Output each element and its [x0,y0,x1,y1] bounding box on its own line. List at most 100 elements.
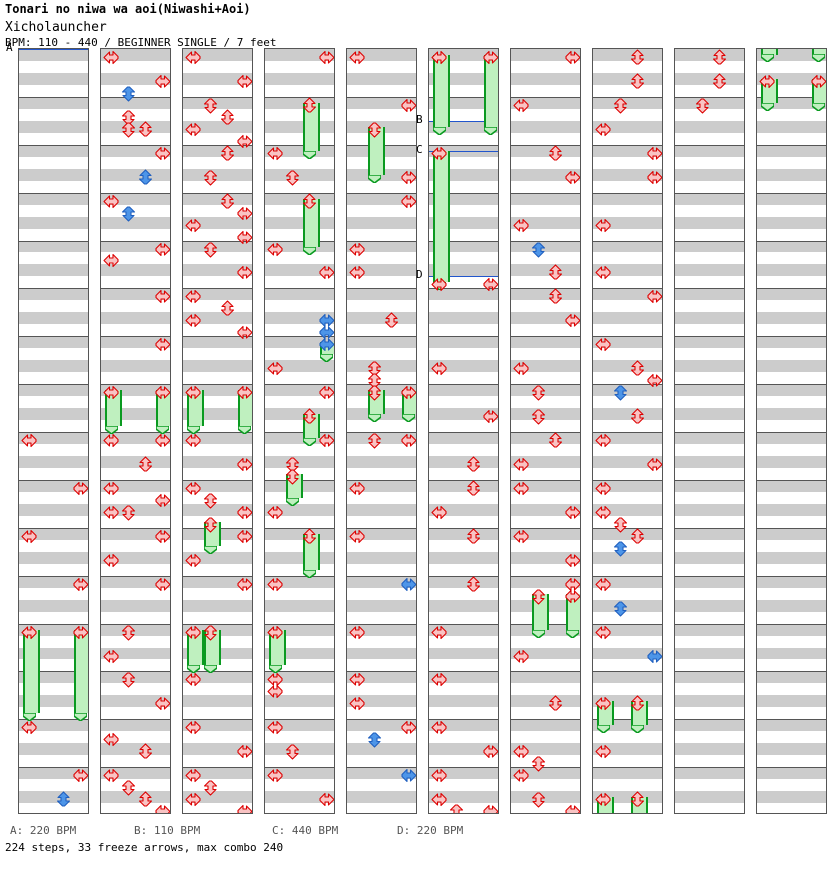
note-arrow-left[interactable] [267,671,284,688]
note-arrow-down[interactable] [202,492,219,509]
note-arrow-right[interactable] [154,73,170,90]
freeze-arrow-left[interactable] [431,49,448,66]
chart-column-2[interactable] [100,48,171,814]
note-arrow-right[interactable] [154,695,170,712]
chart-column-4[interactable] [264,48,335,814]
freeze-arrow-up[interactable] [301,193,318,210]
note-arrow-right[interactable] [646,169,662,186]
note-arrow-left[interactable] [103,49,120,66]
chart-column-3[interactable] [182,48,253,814]
note-arrow-up[interactable] [137,169,154,186]
note-arrow-left[interactable] [21,528,38,545]
note-arrow-right[interactable] [236,324,252,341]
note-arrow-right[interactable] [646,648,662,665]
note-arrow-left[interactable] [513,648,530,665]
note-arrow-left[interactable] [185,288,202,305]
freeze-arrow-left[interactable] [185,624,202,641]
note-arrow-down[interactable] [202,97,219,114]
note-arrow-up[interactable] [465,528,482,545]
note-arrow-right[interactable] [154,528,170,545]
note-arrow-right[interactable] [482,408,498,425]
note-arrow-right[interactable] [318,791,334,808]
note-arrow-right[interactable] [236,504,252,521]
freeze-arrow-down[interactable] [284,468,301,485]
note-arrow-left[interactable] [267,767,284,784]
note-arrow-up[interactable] [465,576,482,593]
note-arrow-up[interactable] [137,456,154,473]
freeze-arrow-left[interactable] [595,791,612,808]
note-arrow-left[interactable] [267,683,284,700]
note-arrow-right[interactable] [400,576,416,593]
note-arrow-right[interactable] [72,767,88,784]
note-arrow-down[interactable] [202,169,219,186]
note-arrow-left[interactable] [595,743,612,760]
note-arrow-right[interactable] [400,169,416,186]
note-arrow-down[interactable] [284,456,301,473]
note-arrow-left[interactable] [431,671,448,688]
freeze-arrow-left[interactable] [267,624,284,641]
note-arrow-down[interactable] [120,121,137,138]
note-arrow-down[interactable] [530,241,547,258]
note-arrow-up[interactable] [137,121,154,138]
note-arrow-right[interactable] [482,276,498,293]
note-arrow-left[interactable] [349,480,366,497]
freeze-arrow-left[interactable] [185,384,202,401]
note-arrow-left[interactable] [185,49,202,66]
note-arrow-left[interactable] [349,624,366,641]
note-arrow-up[interactable] [219,109,236,126]
note-arrow-left[interactable] [513,217,530,234]
note-arrow-left[interactable] [267,576,284,593]
note-arrow-left[interactable] [595,504,612,521]
note-arrow-right[interactable] [482,803,498,813]
note-arrow-left[interactable] [431,276,448,293]
note-arrow-left[interactable] [349,528,366,545]
note-arrow-left[interactable] [349,671,366,688]
note-arrow-left[interactable] [431,360,448,377]
note-arrow-left[interactable] [595,121,612,138]
note-arrow-right[interactable] [646,288,662,305]
note-arrow-up[interactable] [219,145,236,162]
note-arrow-right[interactable] [400,767,416,784]
note-arrow-left[interactable] [103,552,120,569]
note-arrow-down[interactable] [120,671,137,688]
freeze-arrow-down[interactable] [366,384,383,401]
note-arrow-left[interactable] [185,121,202,138]
freeze-arrow-down[interactable] [202,624,219,641]
chart-column-8[interactable] [592,48,663,814]
note-arrow-left[interactable] [21,719,38,736]
note-arrow-right[interactable] [236,803,252,813]
note-arrow-left[interactable] [431,791,448,808]
note-arrow-left[interactable] [431,624,448,641]
chart-column-5[interactable] [346,48,417,814]
freeze-arrow-down[interactable] [366,121,383,138]
note-arrow-up[interactable] [137,791,154,808]
note-arrow-right[interactable] [236,456,252,473]
freeze-arrow-right[interactable] [72,624,88,641]
freeze-arrow-up[interactable] [301,528,318,545]
note-arrow-down[interactable] [530,791,547,808]
note-arrow-left[interactable] [513,456,530,473]
note-arrow-left[interactable] [595,480,612,497]
freeze-arrow-right[interactable] [564,588,580,605]
note-arrow-left[interactable] [513,360,530,377]
note-arrow-right[interactable] [318,384,334,401]
note-arrow-down[interactable] [120,205,137,222]
note-arrow-left[interactable] [185,791,202,808]
note-arrow-left[interactable] [185,480,202,497]
note-arrow-right[interactable] [236,229,252,246]
note-arrow-right[interactable] [236,73,252,90]
freeze-arrow-left[interactable] [595,695,612,712]
note-arrow-left[interactable] [431,767,448,784]
note-arrow-down[interactable] [694,97,711,114]
note-arrow-down[interactable] [284,743,301,760]
freeze-arrow-left[interactable] [103,384,120,401]
note-arrow-right[interactable] [482,743,498,760]
note-arrow-right[interactable] [236,576,252,593]
note-arrow-up[interactable] [629,73,646,90]
note-arrow-left[interactable] [349,695,366,712]
note-arrow-left[interactable] [267,241,284,258]
note-arrow-up[interactable] [55,791,72,808]
note-arrow-up[interactable] [219,193,236,210]
note-arrow-left[interactable] [513,767,530,784]
chart-column-1[interactable] [18,48,89,814]
